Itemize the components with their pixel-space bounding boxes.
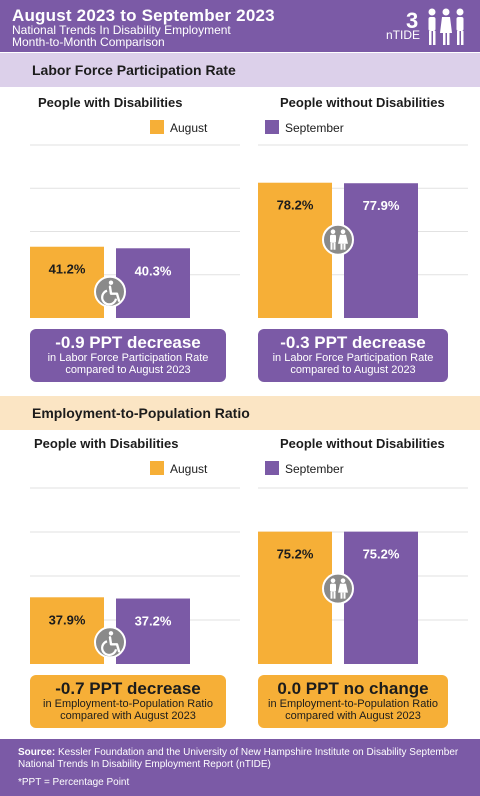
people-icon [322,223,354,256]
legend-swatch-september [265,120,279,134]
callout-lfpr-pwd: -0.9 PPT decrease in Labor Force Partici… [30,329,226,382]
people-icon-head-1 [330,229,336,235]
people-icon-body-1 [330,583,336,592]
legend-swatch-august [150,461,164,475]
people-icon-leg [340,243,343,250]
subtitle-line-1: National Trends In Disability Employment [12,23,231,37]
callout-headline: 0.0 PPT no change [277,679,429,698]
people-icon-body-2 [338,234,348,244]
callout-headline: -0.3 PPT decrease [280,333,426,352]
section-band-lfpr: Labor Force Participation Rate [0,53,480,87]
bar-value-label: 75.2% [363,547,400,562]
people-icon-leg [330,591,333,599]
bar-value-label: 40.3% [135,263,172,278]
people-icon-leg [333,242,336,250]
legend-swatch-august [150,120,164,134]
wheelchair-icon-body [108,636,121,653]
callout-line-2: compared to August 2023 [290,364,416,376]
people-icon-head-2 [340,578,346,583]
people-icon-body-1 [330,234,336,243]
people-icon-leg [330,242,333,250]
ntide-logo: 3 nTIDE [384,6,468,48]
logo-figure-3: 3 [406,8,418,33]
group-title-pwd-lfpr: People with Disabilities [38,95,183,110]
subtitle-line-2: Month-to-Month Comparison [12,35,165,49]
wheelchair-icon-body [108,285,121,302]
bar-value-label: 37.2% [135,614,172,629]
source-label: Source: [18,747,56,758]
callout-headline: -0.9 PPT decrease [55,333,201,352]
ntide-logo-icon: 3 [406,8,464,45]
group-title-pwod-lfpr: People without Disabilities [280,95,445,110]
bar-august-pwd [30,246,104,318]
people-icon-head-1 [330,578,336,583]
callout-epr-pwod: 0.0 PPT no change in Employment-to-Popul… [258,675,448,728]
section-band-epr: Employment-to-Population Ratio [0,396,480,430]
footer: Source: Kessler Foundation and the Unive… [0,739,480,796]
people-icon-head-2 [340,229,346,235]
source-text: Kessler Foundation and the University of… [18,747,459,770]
legend-swatch-september [265,461,279,475]
callout-headline: -0.7 PPT decrease [55,679,201,698]
logo-text: nTIDE [386,28,421,42]
source-note: Source: Kessler Foundation and the Unive… [18,747,468,771]
callout-lfpr-pwod: -0.3 PPT decrease in Labor Force Partici… [258,329,448,382]
people-icon-leg [340,592,343,599]
people-icon-leg [343,592,346,599]
callout-line-1: in Employment-to-Population Ratio [43,698,213,710]
bar-value-label: 41.2% [49,262,86,277]
bar-value-label: 37.9% [49,612,86,627]
bar-september-pwd [116,598,190,664]
wheelchair-icon-wheel [101,640,118,657]
ppt-note: *PPT = Percentage Point [18,777,130,788]
bar-august-pwod [258,531,332,664]
callout-line-2: compared with August 2023 [285,710,421,722]
chart-title-lfpr: Labor Force Participation Rate [32,62,236,78]
callout-epr-pwd: -0.7 PPT decrease in Employment-to-Popul… [30,675,226,728]
group-title-pwd-epr: People with Disabilities [34,436,179,451]
bar-value-label: 77.9% [363,198,400,213]
page-subtitle: National Trends In Disability Employment… [12,24,312,48]
chart-title-epr: Employment-to-Population Ratio [32,405,250,421]
bar-august-pwd [30,597,104,664]
wheelchair-icon-wheel [101,289,118,306]
bar-september-pwod [344,531,418,664]
people-icon-body-2 [338,583,348,593]
people-icon-leg [333,591,336,599]
header-banner: August 2023 to September 2023 National T… [0,0,480,52]
wheelchair-icon-head [108,631,114,636]
bar-value-label: 78.2% [277,198,314,213]
callout-line-1: in Employment-to-Population Ratio [268,698,438,710]
people-icon-leg [343,243,346,250]
bar-august-pwod [258,182,332,318]
wheelchair-icon-head [108,280,114,285]
legend-label-september: September [285,121,344,135]
page-title: August 2023 to September 2023 [12,6,275,25]
legend-label-september: September [285,462,344,476]
callout-line-2: compared to August 2023 [65,364,191,376]
legend-label-august: August [170,462,208,476]
bar-september-pwd [116,248,190,318]
bar-september-pwod [344,183,418,318]
callout-line-2: compared with August 2023 [60,710,196,722]
callout-line-1: in Labor Force Participation Rate [47,352,209,364]
bar-value-label: 75.2% [277,547,314,562]
group-title-pwod-epr: People without Disabilities [280,436,445,451]
legend-label-august: August [170,121,208,135]
people-icon [322,572,354,605]
callout-line-1: in Labor Force Participation Rate [272,352,434,364]
